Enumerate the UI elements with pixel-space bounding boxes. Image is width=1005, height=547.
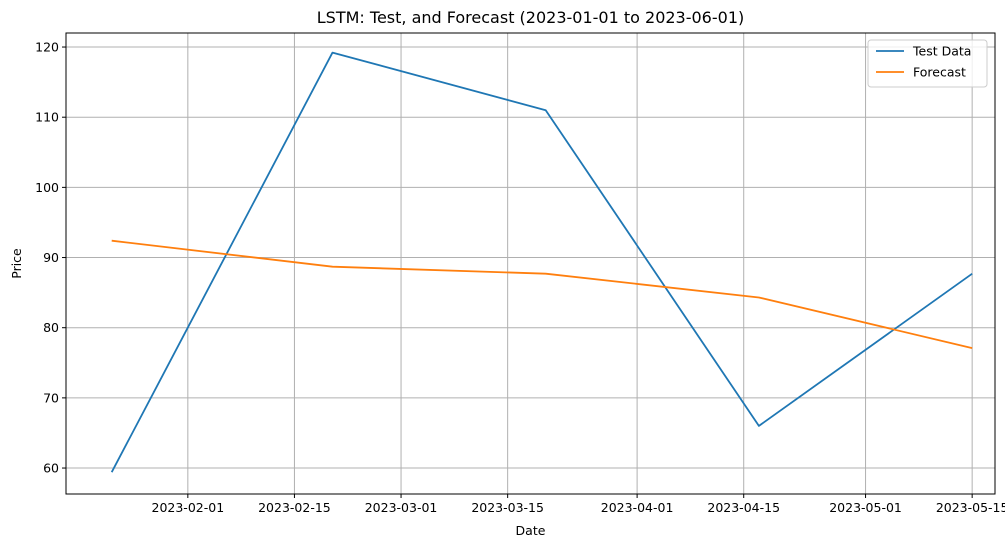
y-axis-ticks: 60 70 80 90 100 110 120 xyxy=(35,40,66,476)
y-tick-label: 100 xyxy=(35,180,59,195)
data-point-test-data xyxy=(110,471,112,473)
x-tick-label: 2023-03-15 xyxy=(471,500,544,515)
series-lines xyxy=(110,51,973,473)
grid-lines xyxy=(66,33,995,494)
y-tick-label: 80 xyxy=(43,320,59,335)
data-point-test-data xyxy=(758,425,760,427)
plot-area-frame xyxy=(65,32,996,495)
x-tick-label: 2023-02-01 xyxy=(152,500,225,515)
data-point-forecast xyxy=(971,347,973,349)
data-point-test-data xyxy=(971,272,973,274)
y-tick-label: 120 xyxy=(35,40,59,55)
x-axis-ticks: 2023-02-01 2023-02-15 2023-03-01 2023-03-15… xyxy=(152,494,1005,515)
x-tick-label: 2023-04-15 xyxy=(707,500,780,515)
x-tick-label: 2023-05-15 xyxy=(936,500,1005,515)
series-line-test-data xyxy=(110,51,973,473)
data-point-test-data xyxy=(331,51,333,53)
y-tick-label: 60 xyxy=(43,461,59,476)
series-line-forecast xyxy=(111,239,973,349)
legend: Test Data Forecast xyxy=(867,39,988,88)
y-axis-label: Price xyxy=(9,248,24,279)
chart-title: LSTM: Test, and Forecast (2023-01-01 to … xyxy=(317,8,744,27)
data-point-forecast xyxy=(110,239,112,241)
data-point-forecast xyxy=(331,265,333,267)
x-tick-label: 2023-05-01 xyxy=(829,500,902,515)
legend-label-forecast: Forecast xyxy=(913,65,966,80)
data-point-forecast xyxy=(545,272,547,274)
data-point-test-data xyxy=(545,109,547,111)
x-tick-label: 2023-02-15 xyxy=(258,500,331,515)
y-tick-label: 70 xyxy=(43,390,59,405)
y-tick-label: 90 xyxy=(43,250,59,265)
x-axis-label: Date xyxy=(516,523,546,538)
x-tick-label: 2023-03-01 xyxy=(365,500,438,515)
y-tick-label: 110 xyxy=(35,110,59,125)
legend-label-test-data: Test Data xyxy=(912,44,971,59)
data-point-forecast xyxy=(758,296,760,298)
x-tick-label: 2023-04-01 xyxy=(601,500,674,515)
